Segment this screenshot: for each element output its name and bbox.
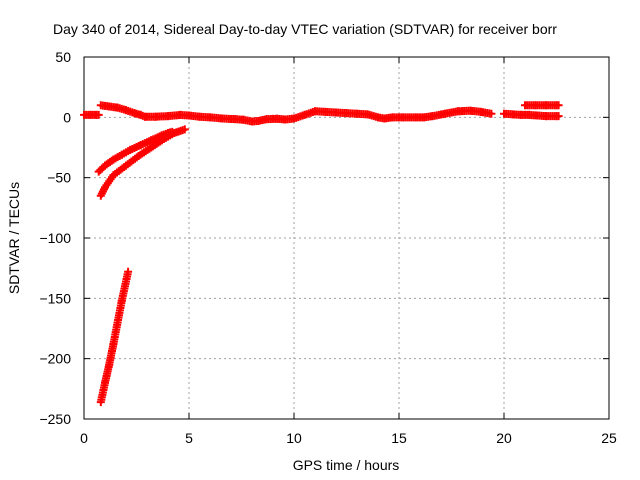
data-point	[487, 109, 496, 118]
y-tick-label: −150	[39, 290, 71, 306]
data-point	[554, 101, 563, 110]
data-point	[94, 110, 103, 119]
data-segment	[96, 125, 189, 200]
y-tick-label: 0	[63, 109, 71, 125]
x-tick-label: 15	[391, 430, 407, 446]
data-series	[80, 101, 563, 407]
x-tick-label: 0	[80, 430, 88, 446]
data-point	[180, 125, 189, 134]
data-segment	[96, 101, 496, 126]
data-segment	[96, 267, 133, 407]
x-axis-label: GPS time / hours	[293, 457, 400, 473]
y-tick-label: −200	[39, 351, 71, 367]
x-tick-label: 10	[286, 430, 302, 446]
y-tick-label: −100	[39, 230, 71, 246]
y-tick-label: −50	[47, 170, 71, 186]
y-tick-label: −250	[39, 411, 71, 427]
y-tick-label: 50	[55, 49, 71, 65]
data-segment	[94, 127, 177, 176]
data-point	[124, 267, 133, 276]
x-tick-label: 25	[601, 430, 617, 446]
x-tick-label: 5	[185, 430, 193, 446]
data-segment	[80, 110, 103, 119]
data-segment	[521, 101, 563, 110]
data-segment	[500, 109, 563, 121]
axis-ticks: 0 5 10 15 20 25 50 0 −50 −100 −150 −200 −250	[39, 49, 617, 446]
y-axis-label: SDTVAR / TECUs	[6, 182, 22, 294]
chart-title: Day 340 of 2014, Sidereal Day-to-day VTE…	[53, 21, 557, 37]
data-point	[554, 112, 563, 121]
x-tick-label: 20	[496, 430, 512, 446]
